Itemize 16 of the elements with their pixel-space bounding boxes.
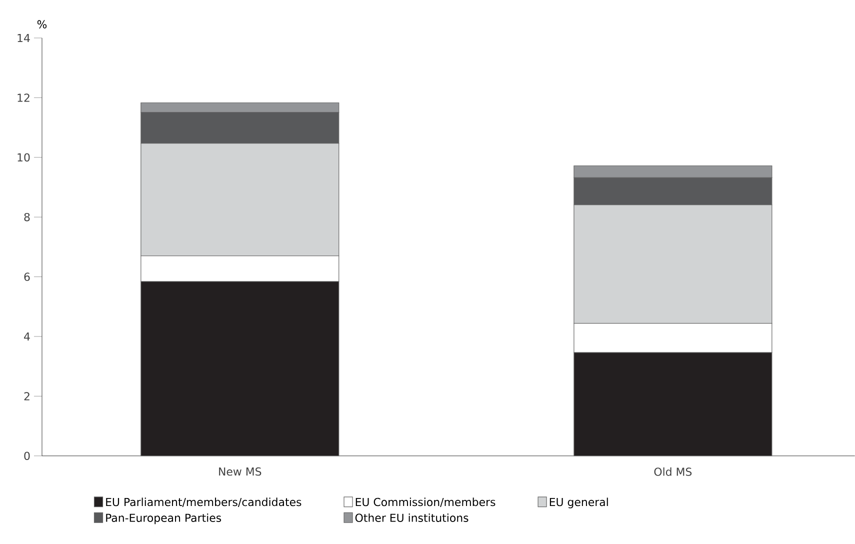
legend-label: EU Commission/members — [356, 498, 496, 508]
x-tick-label: New MS — [219, 467, 262, 476]
y-tick-label: 4 — [24, 332, 30, 341]
y-axis-title: % — [37, 20, 47, 29]
y-tick-label: 8 — [24, 213, 30, 222]
y-tick-label: 0 — [24, 452, 30, 460]
y-tick-label: 12 — [18, 94, 30, 102]
y-tick-label: 10 — [18, 153, 30, 162]
y-tick-label: 2 — [24, 392, 30, 400]
x-tick-label: Old MS — [654, 467, 692, 476]
legend-label: Pan-European Parties — [106, 514, 222, 524]
legend-label: EU Parliament/members/candidates — [106, 498, 302, 508]
legend-label: EU general — [550, 498, 608, 508]
legend-label: Other EU institutions — [355, 514, 468, 522]
y-tick-label: 14 — [18, 34, 30, 42]
y-tick-label: 6 — [24, 272, 30, 281]
